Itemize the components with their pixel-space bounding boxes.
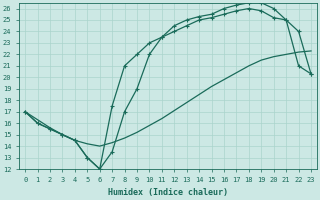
X-axis label: Humidex (Indice chaleur): Humidex (Indice chaleur)	[108, 188, 228, 197]
